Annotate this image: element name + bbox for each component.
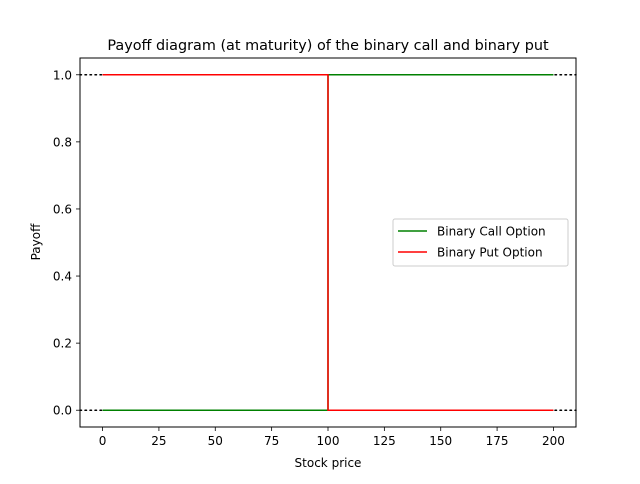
x-tick-label: 25	[151, 434, 166, 448]
plot-area: 0 25 50 75 100 125 150 175 200 0.0 0.2 0.4 0.6 0.8 1.0	[53, 57, 577, 448]
legend: Binary Call Option Binary Put Option	[392, 218, 569, 267]
x-tick-label: 0	[99, 434, 107, 448]
chart-title: Payoff diagram (at maturity) of the bina…	[107, 38, 549, 54]
y-tick-label: 0.8	[53, 135, 72, 149]
y-tick-label: 0.4	[53, 270, 72, 284]
x-tick-label: 75	[264, 434, 279, 448]
x-tick-label: 100	[317, 434, 340, 448]
x-tick-label: 125	[373, 434, 396, 448]
y-tick-label: 0.0	[53, 404, 72, 418]
x-tick-label: 150	[429, 434, 452, 448]
y-tick-label: 0.6	[53, 202, 72, 216]
y-tick-label: 1.0	[53, 68, 72, 82]
y-tick-label: 0.2	[53, 337, 72, 351]
x-tick-label: 50	[208, 434, 223, 448]
x-tick-label: 175	[486, 434, 509, 448]
legend-label-put: Binary Put Option	[437, 246, 543, 260]
legend-label-call: Binary Call Option	[437, 225, 546, 239]
x-tick-label: 200	[542, 434, 565, 448]
x-axis-label: Stock price	[295, 456, 362, 470]
legend-frame	[392, 218, 569, 267]
series-line-binary-put	[102, 74, 554, 411]
y-axis-label: Payoff	[29, 223, 43, 260]
